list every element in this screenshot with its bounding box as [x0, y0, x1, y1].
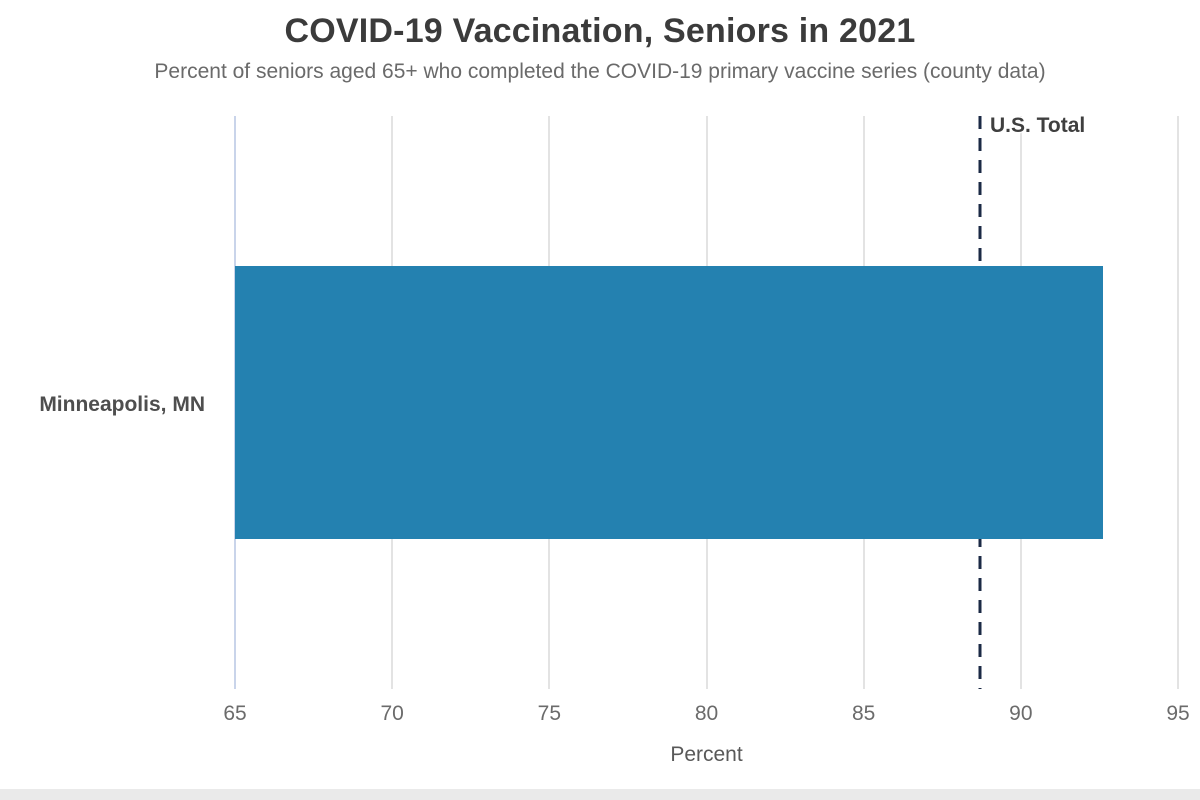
x-tick-label: 95	[1166, 702, 1190, 725]
x-tick-label: 85	[851, 702, 876, 725]
x-tick-label: 75	[537, 702, 562, 725]
x-tick-label: 80	[694, 702, 719, 725]
chart-subtitle: Percent of seniors aged 65+ who complete…	[154, 60, 1046, 83]
y-axis-category-label: Minneapolis, MN	[39, 393, 205, 416]
x-tick-label: 90	[1009, 702, 1033, 725]
page-bottom-strip	[0, 789, 1200, 800]
x-tick-label: 65	[223, 702, 247, 725]
us-total-label: U.S. Total	[989, 114, 1086, 137]
chart-title: COVID-19 Vaccination, Seniors in 2021	[284, 12, 916, 50]
x-tick-label: 70	[380, 702, 404, 725]
plot-area: U.S. Total	[234, 114, 1179, 689]
gridline	[1177, 116, 1179, 689]
x-axis-ticks: 65 70 75 80 85 90 95	[223, 701, 1189, 727]
x-axis-title: Percent	[670, 743, 743, 766]
bar-minneapolis	[235, 266, 1103, 540]
